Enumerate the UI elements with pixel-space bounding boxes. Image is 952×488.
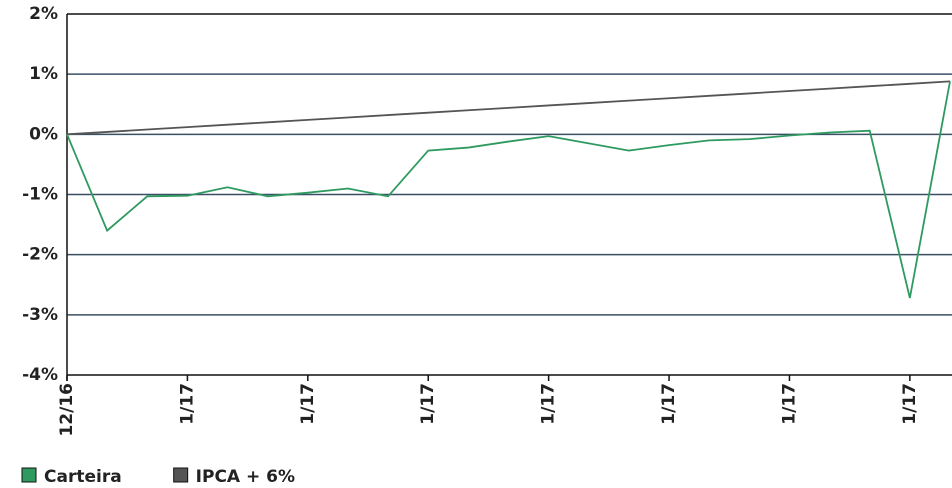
series-line [66, 80, 951, 136]
legend-swatch [21, 467, 37, 483]
series-line [66, 81, 951, 299]
x-tick-label: 1/17 [539, 383, 559, 425]
x-tick-label: 1/17 [779, 383, 799, 425]
legend-swatch [173, 467, 189, 483]
x-tick-label: 1/17 [418, 383, 438, 425]
legend-label: Carteira [44, 467, 122, 487]
y-tick-label: -1% [22, 185, 58, 205]
x-tick-label: 12/16 [57, 383, 77, 437]
y-tick-label: 0% [29, 124, 58, 144]
legend-label: IPCA + 6% [196, 467, 295, 487]
y-tick-label: -4% [22, 365, 58, 385]
y-tick-label: -2% [22, 245, 58, 265]
x-tick-label: 1/17 [177, 383, 197, 425]
y-tick-label: -3% [22, 305, 58, 325]
x-tick-label: 1/17 [900, 383, 920, 425]
x-tick-label: 1/17 [298, 383, 318, 425]
x-tick-label: 1/17 [659, 383, 679, 425]
y-tick-label: 1% [29, 64, 58, 84]
y-tick-label: 2% [29, 4, 58, 24]
